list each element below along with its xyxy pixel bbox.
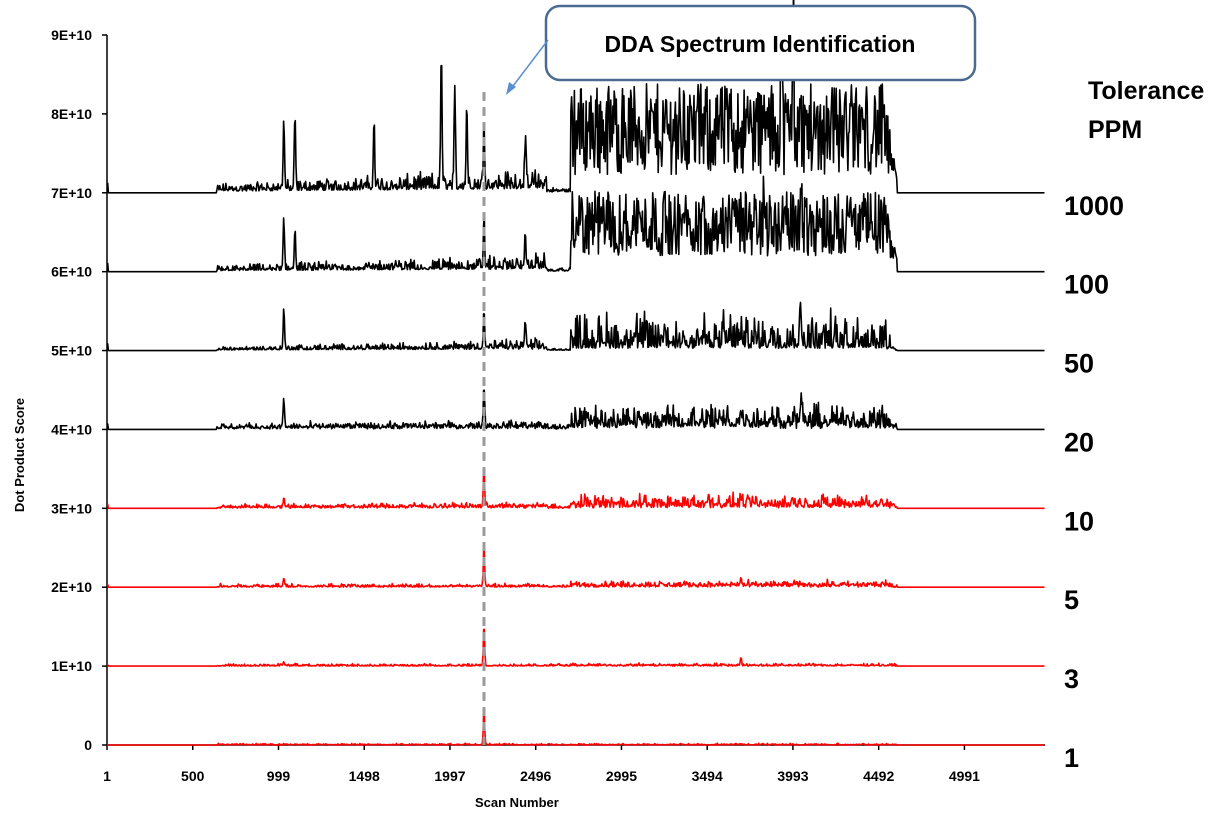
y-tick-label: 3E+10: [51, 500, 92, 516]
y-tick-label: 5E+10: [51, 343, 92, 359]
tolerance-label-10: 10: [1064, 506, 1094, 536]
y-tick-label: 2E+10: [51, 579, 92, 595]
x-tick-label: 4492: [863, 768, 894, 784]
x-tick-label: 999: [267, 768, 291, 784]
tolerance-label-5: 5: [1064, 585, 1079, 615]
series-line-50ppm: [106, 301, 1045, 352]
x-tick-label: 3993: [777, 768, 808, 784]
tolerance-labels: 1000 100 50 20 10 5 3 1: [1064, 191, 1124, 773]
tolerance-label-20: 20: [1064, 427, 1094, 457]
tolerance-label-1000: 1000: [1064, 191, 1124, 221]
series-line-20ppm: [106, 389, 1045, 431]
series-line-100ppm: [106, 175, 1045, 273]
y-tick-label: 9E+10: [51, 27, 92, 43]
y-tick-label: 8E+10: [51, 106, 92, 122]
y-tick-label: 6E+10: [51, 264, 92, 280]
callout-arrow: [509, 39, 549, 91]
y-tick-label: 4E+10: [51, 421, 92, 437]
x-tick-label: 1498: [349, 768, 380, 784]
series-line-10ppm: [106, 470, 1045, 510]
annotation-callout: DDA Spectrum Identification: [506, 4, 977, 95]
x-tick-label: 500: [181, 768, 205, 784]
x-tick-labels: 1 500 999 1498 1997 2496 2995 3494 3993 4492 4991: [103, 745, 980, 784]
tolerance-label-3: 3: [1064, 664, 1079, 694]
series-lines: [106, 0, 1045, 746]
x-tick-label: 2496: [520, 768, 551, 784]
y-tick-label: 7E+10: [51, 185, 92, 201]
y-tick-labels: 0 1E+10 2E+10 3E+10 4E+10 5E+10 6E+10 7E+10 8E+1…: [51, 27, 107, 753]
x-axis-title: Scan Number: [475, 795, 559, 810]
x-tick-label: 2995: [606, 768, 637, 784]
x-tick-label: 1: [103, 768, 111, 784]
tolerance-label-50: 50: [1064, 349, 1094, 379]
y-tick-label: 1E+10: [51, 658, 92, 674]
x-tick-label: 4991: [949, 768, 980, 784]
y-tick-label: 0: [84, 737, 92, 753]
callout-label: DDA Spectrum Identification: [605, 31, 916, 57]
series-line-1ppm: [106, 712, 1045, 746]
series-line-3ppm: [106, 628, 1045, 667]
x-tick-label: 3494: [692, 768, 723, 784]
series-line-5ppm: [106, 549, 1045, 588]
tolerance-label-100: 100: [1064, 270, 1109, 300]
tolerance-header-line2: PPM: [1088, 116, 1142, 144]
y-axis-title: Dot Product Score: [12, 398, 27, 512]
tolerance-label-1: 1: [1064, 743, 1079, 773]
callout-arrowhead: [506, 82, 516, 95]
x-tick-label: 1997: [434, 768, 465, 784]
series-line-1000ppm: [106, 0, 1045, 194]
tolerance-header-line1: Tolerance: [1088, 77, 1204, 105]
